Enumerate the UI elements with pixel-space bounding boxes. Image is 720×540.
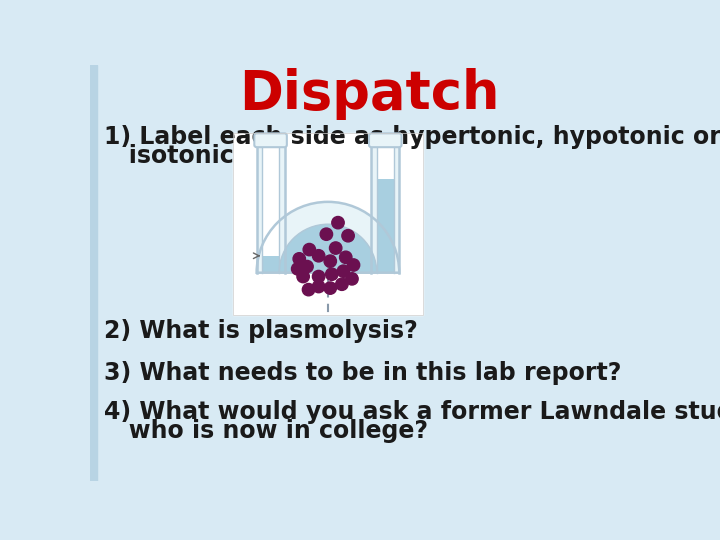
Bar: [233, 132, 423, 315]
Circle shape: [330, 242, 342, 254]
Circle shape: [302, 284, 315, 296]
Text: 2) What is plasmolysis?: 2) What is plasmolysis?: [104, 319, 418, 343]
Circle shape: [301, 260, 313, 273]
FancyBboxPatch shape: [254, 133, 287, 147]
Text: 1) Label each side as hypertonic, hypotonic or: 1) Label each side as hypertonic, hypoto…: [104, 125, 720, 149]
Circle shape: [320, 228, 333, 240]
Bar: [262, 256, 279, 273]
Bar: [233, 132, 423, 315]
Circle shape: [325, 268, 338, 280]
Circle shape: [332, 217, 344, 229]
Text: 4) What would you ask a former Lawndale student: 4) What would you ask a former Lawndale …: [104, 400, 720, 424]
Bar: [377, 179, 394, 273]
Text: Dispatch: Dispatch: [239, 68, 499, 120]
Circle shape: [303, 244, 315, 256]
Circle shape: [324, 255, 336, 267]
Circle shape: [347, 259, 360, 271]
Circle shape: [346, 273, 358, 285]
Circle shape: [342, 230, 354, 242]
Wedge shape: [256, 202, 399, 273]
Circle shape: [324, 282, 336, 294]
Text: 3) What needs to be in this lab report?: 3) What needs to be in this lab report?: [104, 361, 621, 385]
Circle shape: [312, 271, 325, 283]
Text: isotonic: isotonic: [104, 144, 234, 168]
Circle shape: [293, 253, 305, 265]
Bar: [372, 142, 399, 273]
Wedge shape: [279, 224, 377, 273]
Circle shape: [292, 262, 304, 275]
Bar: [262, 142, 279, 256]
FancyBboxPatch shape: [369, 133, 402, 147]
Text: who is now in college?: who is now in college?: [104, 419, 428, 443]
Bar: [90, 65, 97, 481]
Circle shape: [337, 265, 350, 278]
Circle shape: [312, 280, 325, 293]
Circle shape: [312, 249, 325, 262]
Bar: [256, 142, 284, 273]
Bar: [377, 142, 394, 179]
Circle shape: [340, 251, 352, 264]
Circle shape: [297, 271, 310, 283]
Circle shape: [336, 278, 348, 291]
